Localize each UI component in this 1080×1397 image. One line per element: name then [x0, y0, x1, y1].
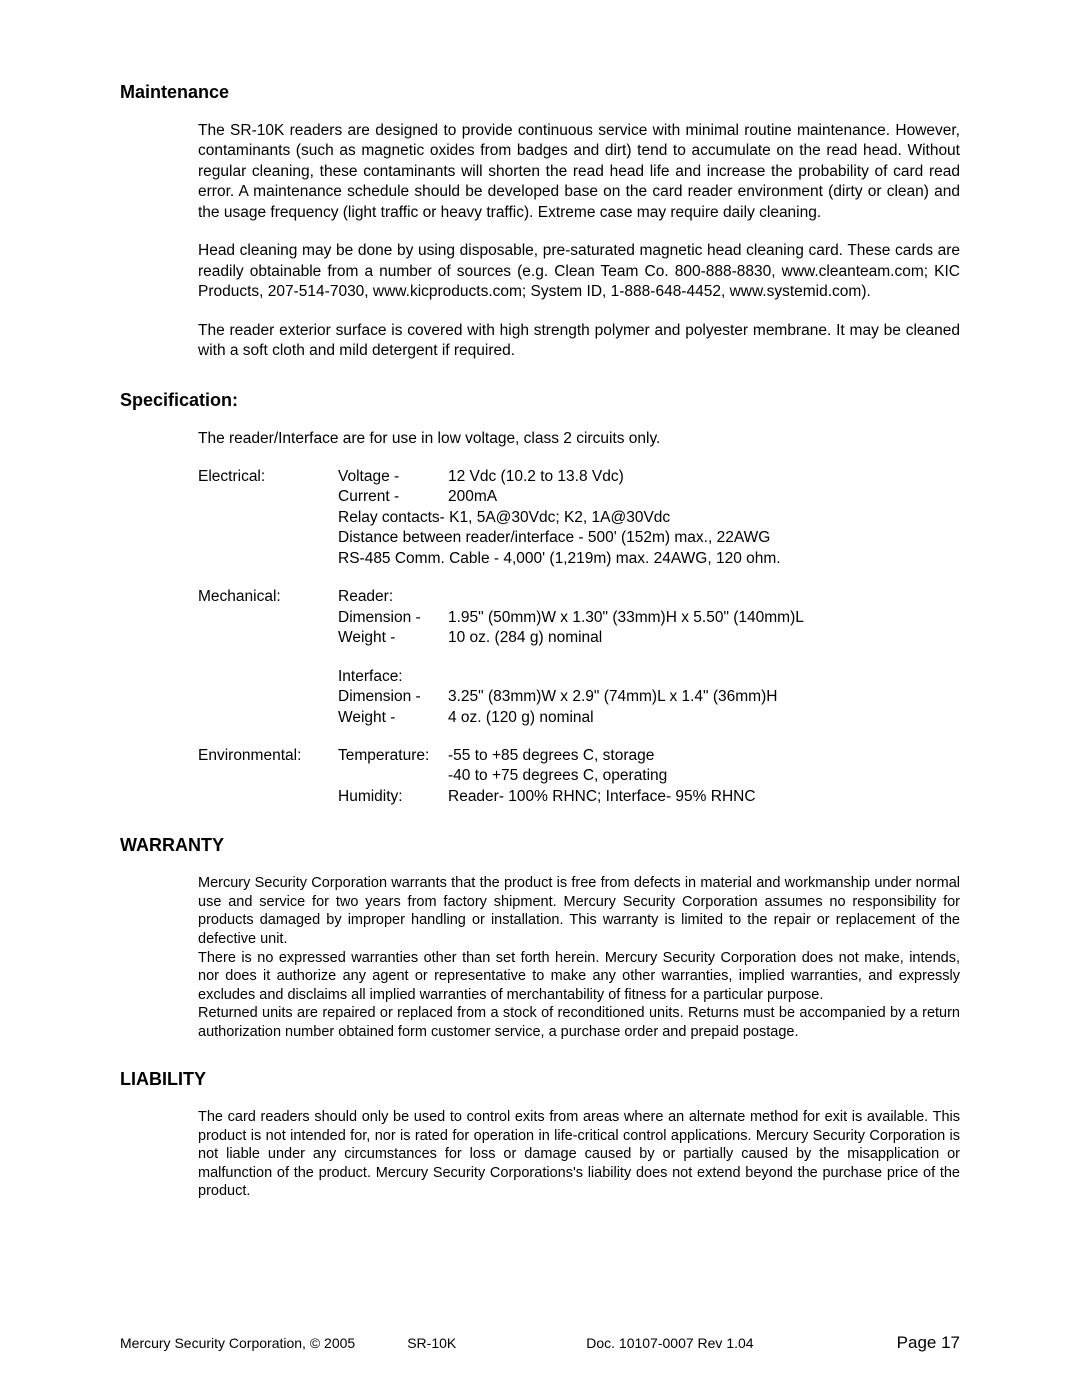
spec-humidity-label: Humidity:	[338, 787, 448, 807]
footer-model: SR-10K	[407, 1335, 456, 1351]
spec-electrical-label: Electrical:	[198, 467, 338, 487]
spec-rs485: RS-485 Comm. Cable - 4,000' (1,219m) max…	[338, 549, 960, 569]
footer-page: Page 17	[897, 1333, 960, 1353]
heading-maintenance: Maintenance	[120, 82, 960, 103]
warranty-p2: There is no expressed warranties other t…	[198, 949, 960, 1005]
spec-iface-weight-value: 4 oz. (120 g) nominal	[448, 708, 960, 728]
specification-body: The reader/Interface are for use in low …	[198, 429, 960, 808]
heading-specification: Specification:	[120, 390, 960, 411]
heading-liability: LIABILITY	[120, 1069, 960, 1090]
footer-doc: Doc. 10107-0007 Rev 1.04	[586, 1335, 753, 1351]
spec-iface-weight-label: Weight -	[338, 708, 448, 728]
spec-relay: Relay contacts- K1, 5A@30Vdc; K2, 1A@30V…	[338, 508, 960, 528]
maintenance-body: The SR-10K readers are designed to provi…	[198, 121, 960, 362]
warranty-p1: Mercury Security Corporation warrants th…	[198, 874, 960, 948]
spec-reader-label: Reader:	[338, 587, 448, 607]
spec-temp-storage: -55 to +85 degrees C, storage	[448, 746, 960, 766]
maintenance-p3: The reader exterior surface is covered w…	[198, 321, 960, 362]
spec-mechanical: Mechanical: Reader: Dimension - 1.95" (5…	[198, 587, 960, 728]
document-page: Maintenance The SR-10K readers are desig…	[0, 0, 1080, 1397]
spec-reader-dim-value: 1.95" (50mm)W x 1.30" (33mm)H x 5.50" (1…	[448, 608, 960, 628]
spec-distance: Distance between reader/interface - 500'…	[338, 528, 960, 548]
spec-mechanical-label: Mechanical:	[198, 587, 338, 607]
spec-current-value: 200mA	[448, 487, 960, 507]
liability-p1: The card readers should only be used to …	[198, 1108, 960, 1201]
spec-env-label: Environmental:	[198, 746, 338, 766]
spec-intro: The reader/Interface are for use in low …	[198, 429, 960, 449]
spec-electrical: Electrical: Voltage - 12 Vdc (10.2 to 13…	[198, 467, 960, 569]
spec-iface-dim-value: 3.25" (83mm)W x 2.9" (74mm)L x 1.4" (36m…	[448, 687, 960, 707]
spec-iface-label: Interface:	[338, 667, 448, 687]
maintenance-p1: The SR-10K readers are designed to provi…	[198, 121, 960, 223]
spec-environmental: Environmental: Temperature: -55 to +85 d…	[198, 746, 960, 807]
footer-company: Mercury Security Corporation, © 2005	[120, 1335, 355, 1351]
spec-voltage-value: 12 Vdc (10.2 to 13.8 Vdc)	[448, 467, 960, 487]
spec-reader-weight-label: Weight -	[338, 628, 448, 648]
spec-current-label: Current -	[338, 487, 448, 507]
spec-temp-label: Temperature:	[338, 746, 448, 766]
page-footer: Mercury Security Corporation, © 2005 SR-…	[120, 1333, 960, 1353]
warranty-p3: Returned units are repaired or replaced …	[198, 1004, 960, 1041]
spec-voltage-label: Voltage -	[338, 467, 448, 487]
spec-temp-operating: -40 to +75 degrees C, operating	[448, 766, 960, 786]
warranty-body: Mercury Security Corporation warrants th…	[198, 874, 960, 1041]
maintenance-p2: Head cleaning may be done by using dispo…	[198, 241, 960, 302]
spec-humidity-value: Reader- 100% RHNC; Interface- 95% RHNC	[448, 787, 960, 807]
spec-reader-dim-label: Dimension -	[338, 608, 448, 628]
spec-reader-weight-value: 10 oz. (284 g) nominal	[448, 628, 960, 648]
heading-warranty: WARRANTY	[120, 835, 960, 856]
spec-iface-dim-label: Dimension -	[338, 687, 448, 707]
liability-body: The card readers should only be used to …	[198, 1108, 960, 1201]
